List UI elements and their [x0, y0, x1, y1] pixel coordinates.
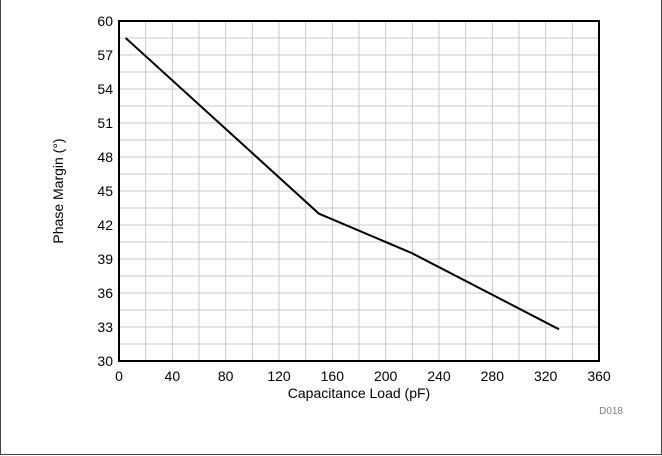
y-tick-label: 51 [97, 115, 113, 131]
y-tick-label: 30 [97, 353, 113, 369]
x-tick-label: 80 [218, 368, 234, 384]
x-axis-title: Capacitance Load (pF) [288, 385, 430, 401]
x-tick-label: 40 [165, 368, 181, 384]
series-layer [125, 37, 560, 331]
x-tick-label: 320 [534, 368, 558, 384]
plot-border [118, 20, 600, 362]
y-tick-label: 39 [97, 251, 113, 267]
figure-code: D018 [599, 406, 623, 417]
y-tick-label: 45 [97, 183, 113, 199]
grid [119, 21, 599, 361]
y-tick-label: 60 [97, 13, 113, 29]
x-tick-label: 280 [481, 368, 505, 384]
y-tick-label: 54 [97, 81, 113, 97]
x-tick-labels: 0 40 80 120 160 200 240 280 320 360 [115, 368, 611, 384]
y-tick-label: 57 [97, 47, 113, 63]
y-tick-label: 36 [97, 285, 113, 301]
y-tick-label: 33 [97, 319, 113, 335]
y-axis-title: Phase Margin (°) [50, 138, 66, 243]
y-tick-label: 42 [97, 217, 113, 233]
x-tick-label: 360 [587, 368, 611, 384]
x-tick-label: 200 [374, 368, 398, 384]
x-tick-label: 0 [115, 368, 123, 384]
y-tick-label: 48 [97, 149, 113, 165]
x-tick-label: 240 [427, 368, 451, 384]
y-tick-labels: 30 33 36 39 42 45 48 51 54 57 60 [97, 13, 113, 369]
x-tick-label: 160 [321, 368, 345, 384]
series-line-1 [125, 37, 560, 331]
x-tick-label: 120 [267, 368, 291, 384]
